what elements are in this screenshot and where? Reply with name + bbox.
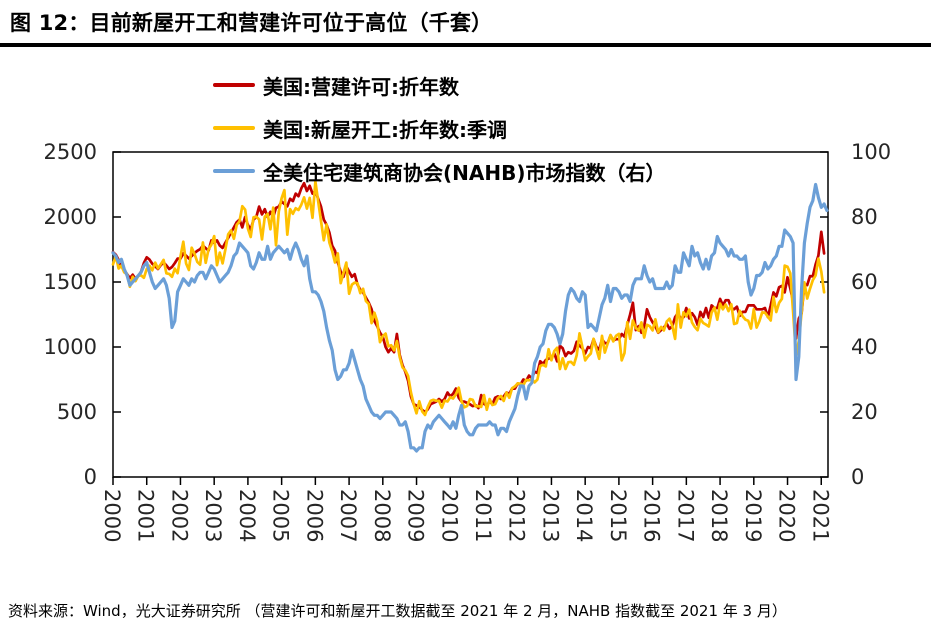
x-axis-tick-label-group: 2007 <box>336 489 360 542</box>
x-axis-tick-label: 2014 <box>572 489 596 542</box>
x-axis-tick-label: 2017 <box>673 489 697 542</box>
figure-footer: 资料来源：Wind，光大证券研究所 （营建许可和新屋开工数据截至 2021 年 … <box>8 600 927 621</box>
x-axis-tick-label: 2009 <box>404 489 428 542</box>
left-axis-tick-label: 1500 <box>44 270 97 294</box>
legend-label-nahb-index: 全美住宅建筑商协会(NAHB)市场指数（右） <box>263 160 666 185</box>
blue-line-swatch <box>213 169 255 173</box>
x-axis-tick-label: 2007 <box>336 489 360 542</box>
x-axis-tick-label: 2019 <box>741 489 765 542</box>
x-axis-tick-label: 2002 <box>167 489 191 542</box>
x-axis-tick-label-group: 2000 <box>100 489 124 542</box>
left-axis-tick-label: 1000 <box>44 335 97 359</box>
right-axis-tick-label: 100 <box>851 140 891 164</box>
x-axis-tick-label-group: 2001 <box>134 489 158 542</box>
right-axis-tick-label: 0 <box>851 465 864 489</box>
x-axis-tick-label-group: 2004 <box>235 489 259 542</box>
right-axis-tick-label: 80 <box>851 205 878 229</box>
x-axis-tick-label-group: 2012 <box>505 489 529 542</box>
left-axis-tick-label: 500 <box>57 400 97 424</box>
x-axis-tick-label: 2016 <box>640 489 664 542</box>
x-axis-tick-label-group: 2018 <box>707 489 731 542</box>
x-axis-tick-label: 2021 <box>808 489 832 542</box>
x-axis-tick-label-group: 2017 <box>673 489 697 542</box>
x-axis-tick-label-group: 2013 <box>538 489 562 542</box>
x-axis-tick-label: 2000 <box>100 489 124 542</box>
x-axis-tick-label-group: 2008 <box>370 489 394 542</box>
figure-title: 图 12：目前新屋开工和营建许可位于高位（千套） <box>10 11 493 35</box>
x-axis-tick-label-group: 2011 <box>471 489 495 542</box>
legend-label-housing-starts: 美国:新屋开工:折年数:季调 <box>263 117 507 142</box>
left-axis-tick-label: 0 <box>84 465 97 489</box>
x-axis-tick-label-group: 2015 <box>606 489 630 542</box>
x-axis-tick-label: 2010 <box>437 489 461 542</box>
x-axis-tick-label-group: 2006 <box>302 489 326 542</box>
x-axis-tick-label-group: 2014 <box>572 489 596 542</box>
x-axis-tick-label: 2001 <box>134 489 158 542</box>
legend-item-nahb-index: 全美住宅建筑商协会(NAHB)市场指数（右） <box>213 158 666 185</box>
x-axis-tick-label: 2012 <box>505 489 529 542</box>
series-line-housing-starts <box>111 180 826 417</box>
right-axis-tick-label: 60 <box>851 270 878 294</box>
x-axis-tick-label: 2013 <box>538 489 562 542</box>
x-axis-tick-label-group: 2005 <box>269 489 293 542</box>
x-axis-tick-label-group: 2002 <box>167 489 191 542</box>
x-axis-tick-label: 2008 <box>370 489 394 542</box>
right-axis-tick-label: 20 <box>851 400 878 424</box>
chart-legend: 美国:营建许可:折年数 美国:新屋开工:折年数:季调 全美住宅建筑商协会(NAH… <box>213 72 666 185</box>
source-note: 资料来源：Wind，光大证券研究所 （营建许可和新屋开工数据截至 2021 年 … <box>8 602 787 620</box>
right-axis-tick-label: 40 <box>851 335 878 359</box>
yellow-line-swatch <box>213 126 255 130</box>
left-axis-tick-label: 2500 <box>44 140 97 164</box>
x-axis-tick-label: 2003 <box>201 489 225 542</box>
series-line-nahb-index <box>111 182 829 453</box>
x-axis-tick-label: 2015 <box>606 489 630 542</box>
legend-item-housing-starts: 美国:新屋开工:折年数:季调 <box>213 115 665 142</box>
series-line-building-permits <box>111 181 826 414</box>
x-axis-tick-label-group: 2016 <box>640 489 664 542</box>
figure-header: 图 12：目前新屋开工和营建许可位于高位（千套） <box>0 0 931 47</box>
x-axis-tick-label-group: 2019 <box>741 489 765 542</box>
legend-item-building-permits: 美国:营建许可:折年数 <box>213 72 665 99</box>
x-axis-tick-label: 2020 <box>775 489 799 542</box>
plot-frame <box>112 151 829 478</box>
x-axis-tick-label-group: 2020 <box>775 489 799 542</box>
x-axis-tick-label: 2006 <box>302 489 326 542</box>
x-axis-tick-label-group: 2003 <box>201 489 225 542</box>
x-axis-tick-label: 2011 <box>471 489 495 542</box>
left-axis-tick-label: 2000 <box>44 205 97 229</box>
x-axis-tick-label-group: 2021 <box>808 489 832 542</box>
x-axis-tick-label-group: 2010 <box>437 489 461 542</box>
x-axis-tick-label: 2004 <box>235 489 259 542</box>
red-line-swatch <box>213 83 255 87</box>
x-axis-tick-label-group: 2009 <box>404 489 428 542</box>
x-axis-tick-label: 2018 <box>707 489 731 542</box>
x-axis-tick-label: 2005 <box>269 489 293 542</box>
legend-label-building-permits: 美国:营建许可:折年数 <box>263 74 459 99</box>
